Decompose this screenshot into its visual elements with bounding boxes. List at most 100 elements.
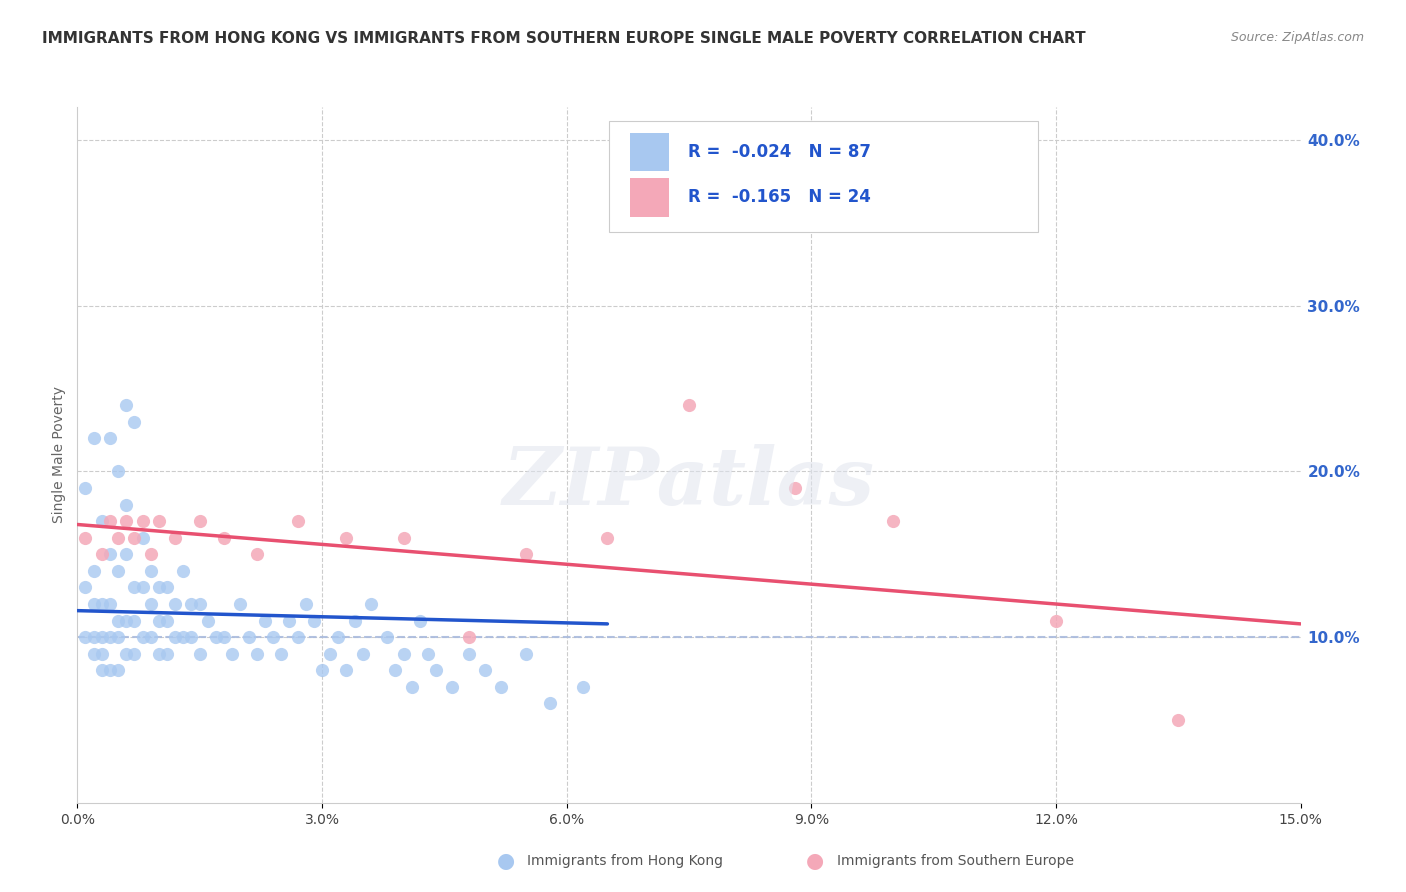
Point [287,514,309,528]
Text: IMMIGRANTS FROM HONG KONG VS IMMIGRANTS FROM SOUTHERN EUROPE SINGLE MALE POVERTY: IMMIGRANTS FROM HONG KONG VS IMMIGRANTS … [42,31,1085,46]
Point [172,630,194,644]
Point [335,531,357,545]
Point [90,597,112,611]
Point [98,597,121,611]
Point [401,680,423,694]
Point [98,431,121,445]
Text: ●: ● [807,851,824,871]
Point [98,663,121,677]
Point [270,647,292,661]
Point [441,680,464,694]
Point [188,597,211,611]
Point [90,514,112,528]
Point [246,547,269,561]
Point [139,547,162,561]
Point [98,547,121,561]
Point [124,647,146,661]
Point [491,680,513,694]
Point [392,647,415,661]
Point [139,630,162,644]
Point [409,614,432,628]
Point [115,498,138,512]
Point [343,614,366,628]
Point [180,597,202,611]
Point [107,630,129,644]
Text: Source: ZipAtlas.com: Source: ZipAtlas.com [1230,31,1364,45]
Point [1045,614,1067,628]
Point [319,647,342,661]
Text: R =  -0.165   N = 24: R = -0.165 N = 24 [688,188,870,206]
Point [384,663,406,677]
Point [90,663,112,677]
Point [107,531,129,545]
Y-axis label: Single Male Poverty: Single Male Poverty [52,386,66,524]
Point [212,531,235,545]
Point [180,630,202,644]
Point [148,514,170,528]
Point [131,630,153,644]
Point [115,398,138,412]
Point [392,531,415,545]
Point [131,514,153,528]
FancyBboxPatch shape [609,121,1038,232]
Point [335,663,357,677]
Point [139,597,162,611]
Point [90,630,112,644]
Point [538,697,561,711]
Bar [630,133,669,171]
Point [148,647,170,661]
Point [98,630,121,644]
Point [75,630,97,644]
Point [425,663,447,677]
Point [783,481,806,495]
Point [124,581,146,595]
Point [98,514,121,528]
Text: ZIPatlas: ZIPatlas [503,444,875,522]
Point [75,481,97,495]
Point [131,531,153,545]
Point [124,415,146,429]
Point [75,531,97,545]
Point [148,614,170,628]
Point [328,630,350,644]
Point [1167,713,1189,727]
Point [115,514,138,528]
Point [375,630,398,644]
Point [188,514,211,528]
Point [148,581,170,595]
Point [83,431,105,445]
Point [83,597,105,611]
Point [90,647,112,661]
Point [115,547,138,561]
Point [107,564,129,578]
Point [90,547,112,561]
Point [515,647,537,661]
Point [172,564,194,578]
Text: Immigrants from Southern Europe: Immigrants from Southern Europe [837,854,1074,868]
Point [83,564,105,578]
Point [188,647,211,661]
Point [416,647,439,661]
Point [238,630,260,644]
Point [572,680,595,694]
Point [246,647,269,661]
Point [165,531,187,545]
Point [221,647,243,661]
Point [124,531,146,545]
Point [139,564,162,578]
Point [882,514,904,528]
Point [115,614,138,628]
Point [107,614,129,628]
Point [474,663,496,677]
Point [287,630,309,644]
Text: Immigrants from Hong Kong: Immigrants from Hong Kong [527,854,723,868]
Point [115,647,138,661]
Point [107,663,129,677]
Point [197,614,219,628]
Bar [630,178,669,217]
Point [205,630,228,644]
Point [165,630,187,644]
Point [278,614,301,628]
Point [262,630,284,644]
Point [156,614,179,628]
